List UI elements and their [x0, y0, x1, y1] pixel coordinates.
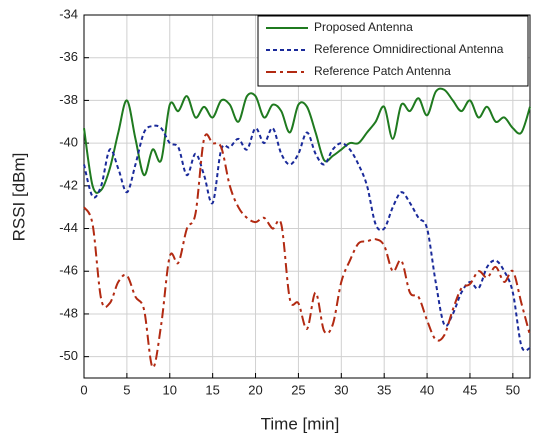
x-tick-label: 40	[420, 382, 434, 397]
y-tick-label: -38	[59, 92, 78, 107]
y-tick-label: -50	[59, 348, 78, 363]
x-tick-label: 15	[205, 382, 219, 397]
y-tick-label: -44	[59, 220, 78, 235]
x-tick-label: 35	[377, 382, 391, 397]
x-tick-label: 25	[291, 382, 305, 397]
y-tick-label: -34	[59, 6, 78, 21]
y-axis-label: RSSI [dBm]	[9, 153, 28, 242]
x-tick-label: 20	[248, 382, 262, 397]
legend-label: Reference Patch Antenna	[314, 64, 451, 78]
x-tick-label: 10	[163, 382, 177, 397]
x-tick-label: 50	[506, 382, 520, 397]
legend-label: Proposed Antenna	[314, 20, 413, 34]
y-tick-label: -36	[59, 49, 78, 64]
y-tick-label: -48	[59, 305, 78, 320]
data-line	[83, 133, 531, 369]
y-tick-label: -46	[59, 263, 78, 278]
data-line	[83, 87, 531, 194]
y-tick-label: -42	[59, 177, 78, 192]
data-line	[83, 124, 531, 352]
x-tick-label: 30	[334, 382, 348, 397]
x-axis-label: Time [min]	[261, 414, 340, 433]
x-tick-label: 45	[463, 382, 477, 397]
x-tick-label: 0	[80, 382, 87, 397]
plot-frame	[83, 14, 531, 379]
legend-label: Reference Omnidirectional Antenna	[314, 42, 504, 56]
y-tick-label: -40	[59, 135, 78, 150]
x-tick-label: 5	[123, 382, 130, 397]
